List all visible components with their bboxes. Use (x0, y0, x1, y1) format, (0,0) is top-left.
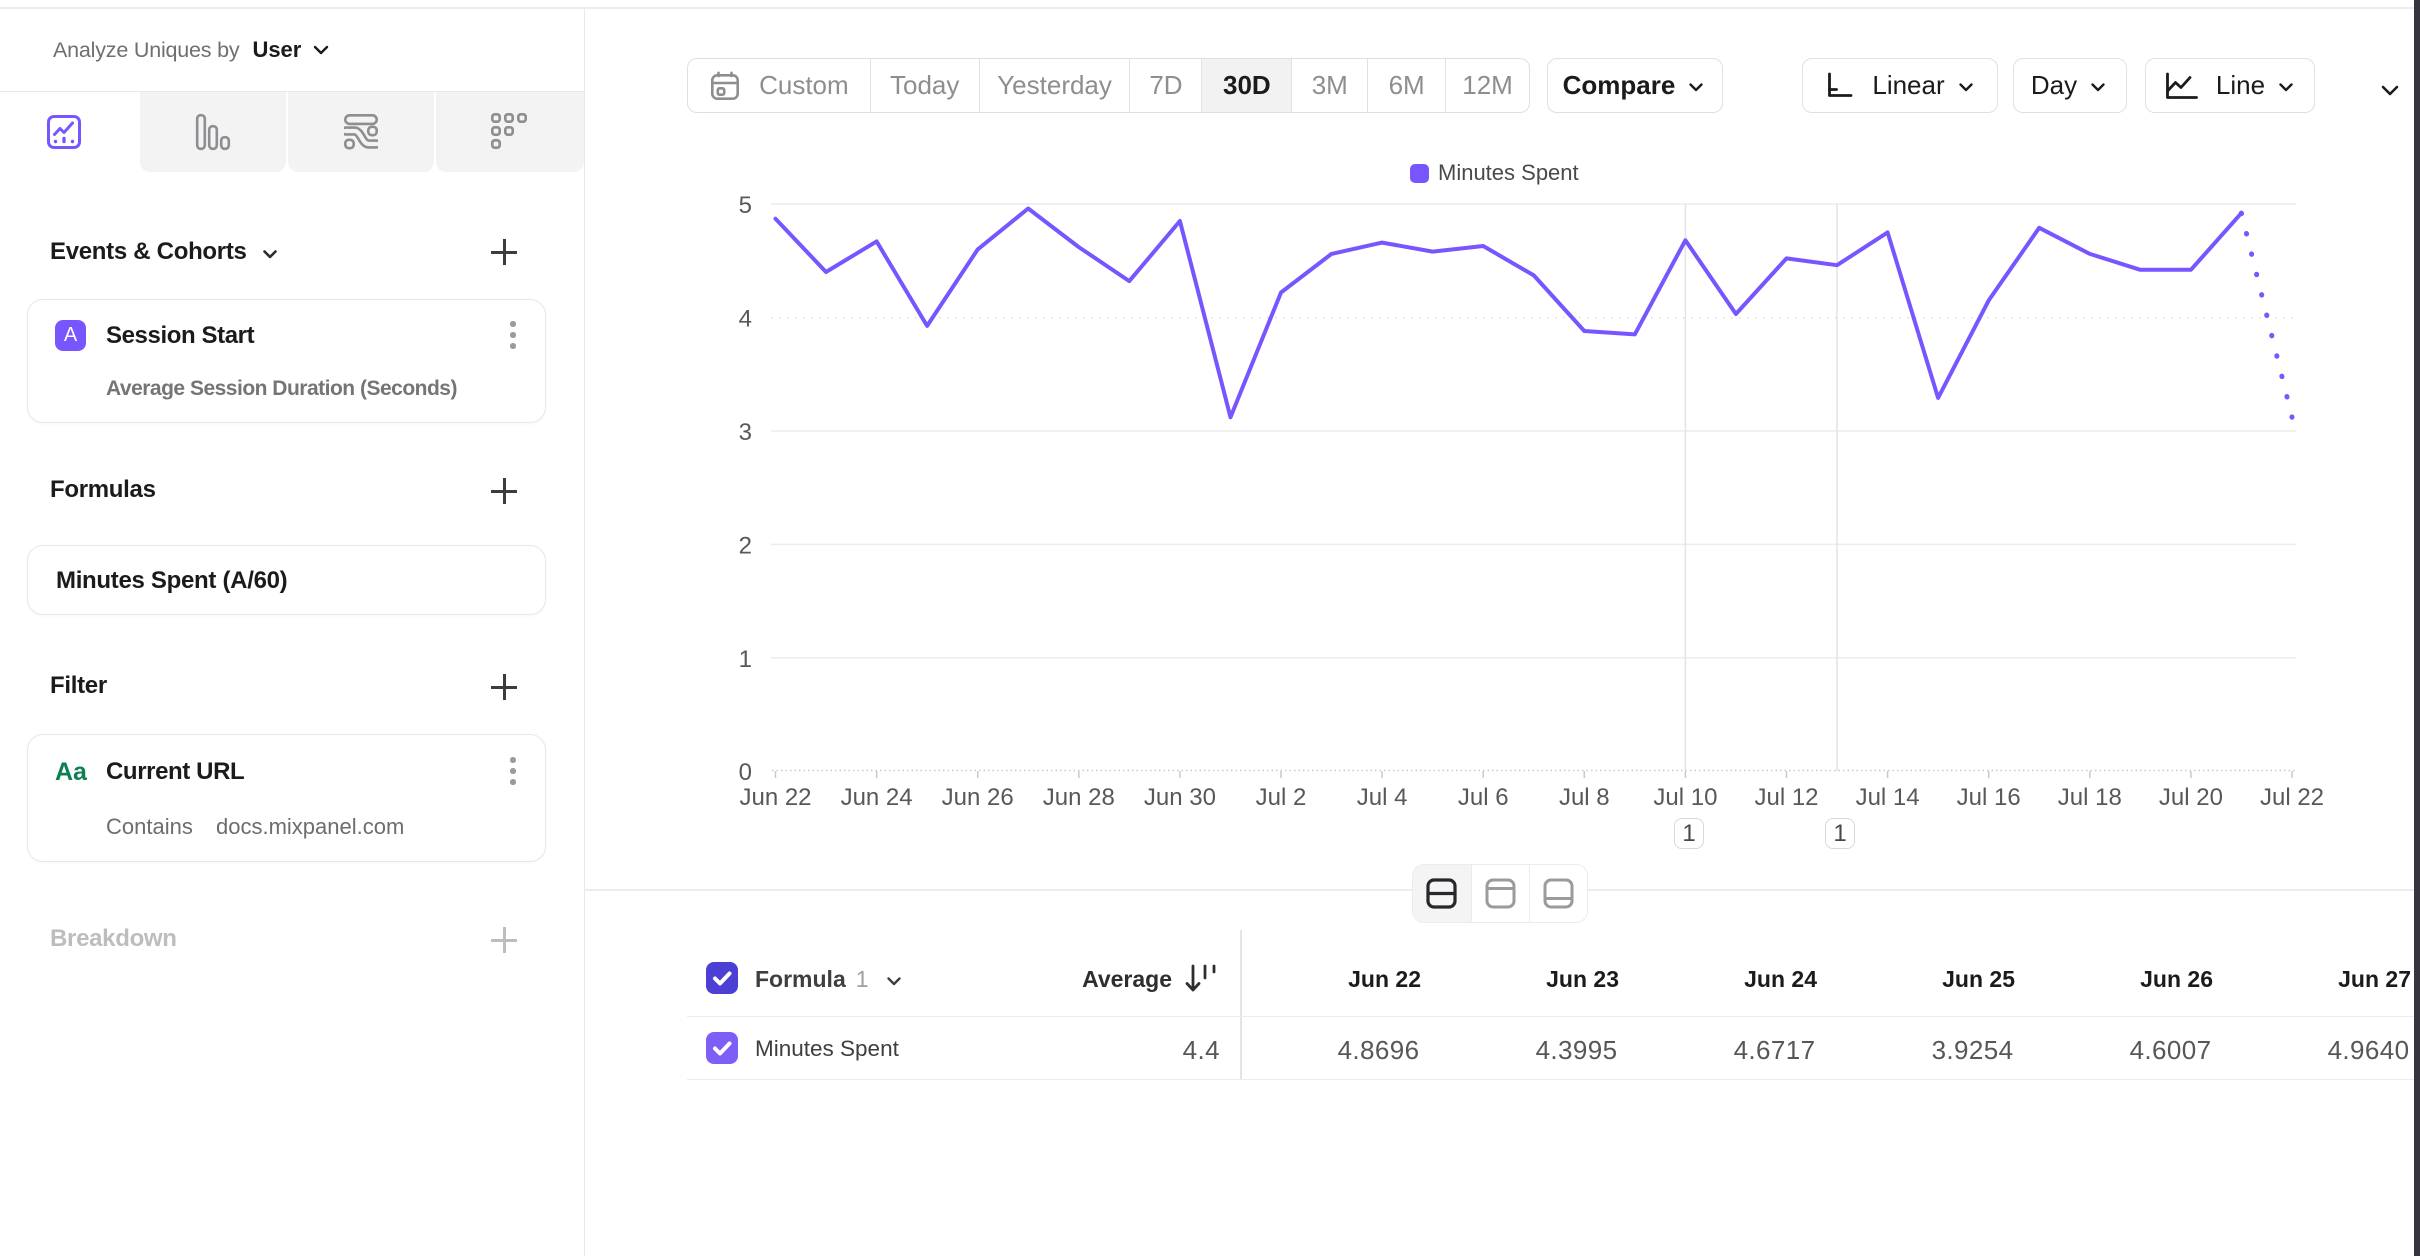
svg-text:0: 0 (739, 759, 752, 786)
svg-text:Jun 28: Jun 28 (1043, 784, 1115, 811)
svg-text:Jul 8: Jul 8 (1559, 784, 1610, 811)
svg-text:Jul 6: Jul 6 (1458, 784, 1509, 811)
svg-text:5: 5 (739, 192, 752, 219)
svg-text:Jun 22: Jun 22 (739, 784, 811, 811)
svg-text:Jul 4: Jul 4 (1357, 784, 1408, 811)
svg-text:Jul 12: Jul 12 (1754, 784, 1818, 811)
svg-text:3: 3 (739, 419, 752, 446)
svg-text:Jun 24: Jun 24 (841, 784, 913, 811)
svg-text:Jul 16: Jul 16 (1957, 784, 2021, 811)
svg-text:Jun 26: Jun 26 (942, 784, 1014, 811)
svg-text:Jul 20: Jul 20 (2159, 784, 2223, 811)
svg-text:Jul 18: Jul 18 (2058, 784, 2122, 811)
svg-text:Jul 14: Jul 14 (1856, 784, 1920, 811)
svg-text:Jul 22: Jul 22 (2260, 784, 2324, 811)
svg-text:Jun 30: Jun 30 (1144, 784, 1216, 811)
svg-text:4: 4 (739, 306, 752, 333)
svg-text:Jul 10: Jul 10 (1653, 784, 1717, 811)
svg-text:1: 1 (739, 646, 752, 673)
svg-text:2: 2 (739, 532, 752, 559)
svg-text:Jul 2: Jul 2 (1256, 784, 1307, 811)
